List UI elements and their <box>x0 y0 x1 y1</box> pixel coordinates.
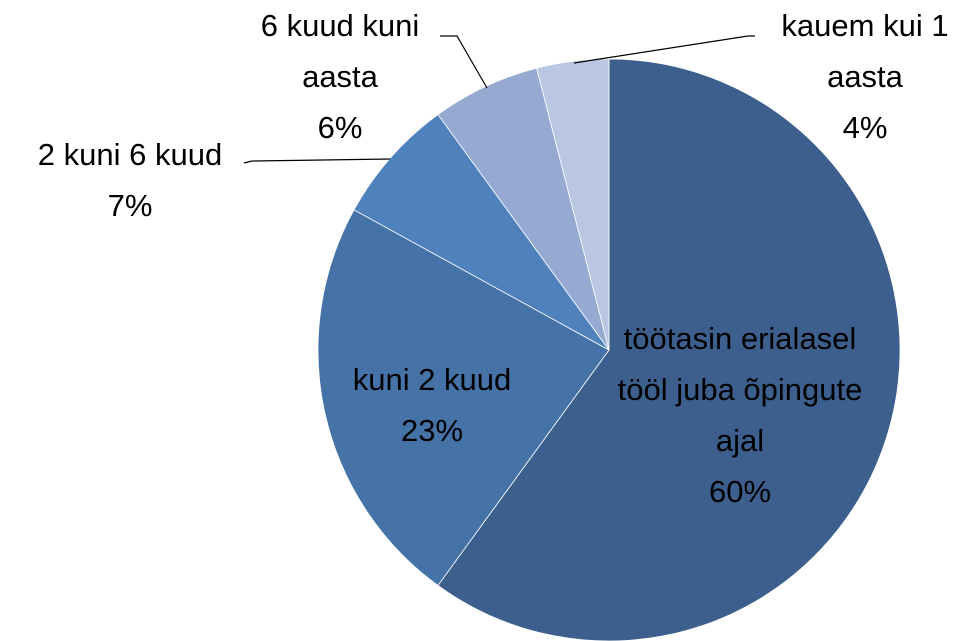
value-label: 60% <box>708 474 772 509</box>
slice-label: 2 kuni 6 kuud 7% <box>0 129 265 231</box>
leader-line <box>243 158 391 164</box>
leader-line <box>573 35 755 64</box>
category-label: 2 kuni 6 kuud <box>37 137 223 172</box>
category-label: kauem kui 1 aasta <box>781 8 949 94</box>
pie-slice <box>536 58 610 351</box>
value-label: 4% <box>842 110 888 145</box>
slice-label: kauem kui 1 aasta 4% <box>758 0 971 153</box>
value-label: 6% <box>317 110 363 145</box>
value-label: 7% <box>107 188 153 223</box>
category-label: töötasin erialasel tööl juba õpingute aj… <box>617 321 863 458</box>
category-label: kuni 2 kuud <box>352 362 512 397</box>
pie-slice <box>317 209 610 586</box>
slice-label: kuni 2 kuud 23% <box>322 354 542 456</box>
slice-label: 6 kuud kuni aasta 6% <box>235 0 445 153</box>
slice-label: töötasin erialasel tööl juba õpingute aj… <box>618 313 863 517</box>
pie-slice <box>437 58 901 641</box>
pie-slice <box>353 114 610 351</box>
category-label: 6 kuud kuni aasta <box>260 8 420 94</box>
value-label: 23% <box>400 413 464 448</box>
leader-line <box>440 35 488 89</box>
